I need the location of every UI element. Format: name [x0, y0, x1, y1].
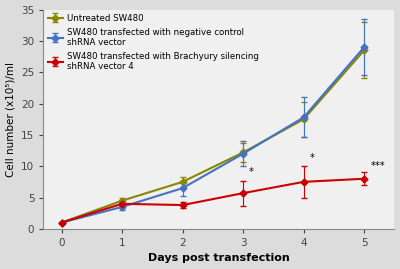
Y-axis label: Cell number (x10⁵)/ml: Cell number (x10⁵)/ml	[6, 62, 16, 177]
Text: *: *	[310, 153, 314, 163]
Text: ***: ***	[370, 161, 385, 171]
X-axis label: Days post transfection: Days post transfection	[148, 253, 290, 263]
Legend: Untreated SW480, SW480 transfected with negative control
shRNA vector, SW480 tra: Untreated SW480, SW480 transfected with …	[45, 11, 261, 74]
Text: *: *	[249, 168, 254, 178]
